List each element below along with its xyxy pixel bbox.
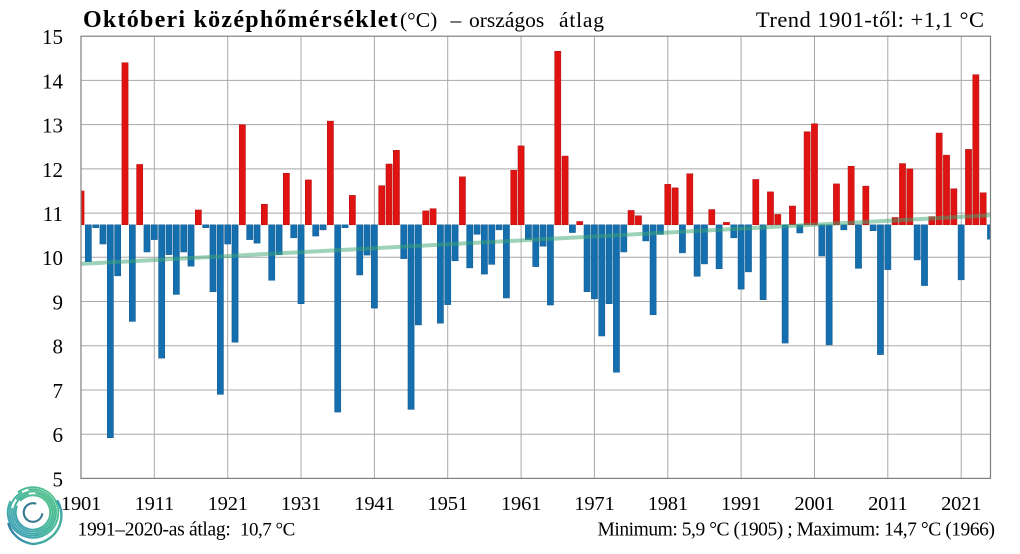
- svg-text:7: 7: [53, 379, 64, 403]
- svg-text:2011: 2011: [868, 493, 907, 515]
- svg-text:8: 8: [53, 335, 64, 359]
- svg-text:Októberi középhőmérséklet: Októberi középhőmérséklet: [83, 7, 399, 33]
- svg-text:14: 14: [42, 69, 64, 93]
- svg-text:10: 10: [42, 246, 63, 270]
- svg-text:6: 6: [53, 423, 64, 447]
- svg-text:5: 5: [53, 467, 64, 491]
- svg-text:Minimum: 5,9 °C (1905) ; Maxim: Minimum: 5,9 °C (1905) ; Maximum: 14,7 °…: [598, 520, 995, 541]
- svg-text:1951: 1951: [428, 493, 468, 515]
- svg-text:1911: 1911: [135, 493, 174, 515]
- svg-text:11: 11: [43, 202, 63, 226]
- svg-text:1991–2020-as átlag:: 1991–2020-as átlag:: [78, 520, 231, 541]
- svg-text:1901: 1901: [61, 493, 101, 515]
- svg-text:–: –: [450, 8, 462, 32]
- svg-text:átlag: átlag: [559, 8, 605, 32]
- svg-text:2001: 2001: [794, 493, 834, 515]
- svg-text:15: 15: [42, 25, 63, 49]
- svg-text:1941: 1941: [354, 493, 394, 515]
- svg-text:Trend 1901-től: +1,1 °C: Trend 1901-től: +1,1 °C: [756, 7, 985, 32]
- svg-text:2021: 2021: [941, 493, 981, 515]
- svg-text:10,7 °C: 10,7 °C: [240, 520, 295, 541]
- svg-text:1991: 1991: [721, 493, 761, 515]
- svg-text:(°C): (°C): [400, 8, 437, 32]
- svg-text:1981: 1981: [648, 493, 688, 515]
- svg-text:9: 9: [53, 290, 64, 314]
- svg-text:országos: országos: [469, 8, 544, 32]
- svg-text:12: 12: [42, 158, 63, 182]
- svg-text:1921: 1921: [208, 493, 248, 515]
- svg-text:1931: 1931: [281, 493, 321, 515]
- svg-text:1971: 1971: [574, 493, 614, 515]
- svg-text:1961: 1961: [501, 493, 541, 515]
- svg-text:13: 13: [42, 114, 63, 138]
